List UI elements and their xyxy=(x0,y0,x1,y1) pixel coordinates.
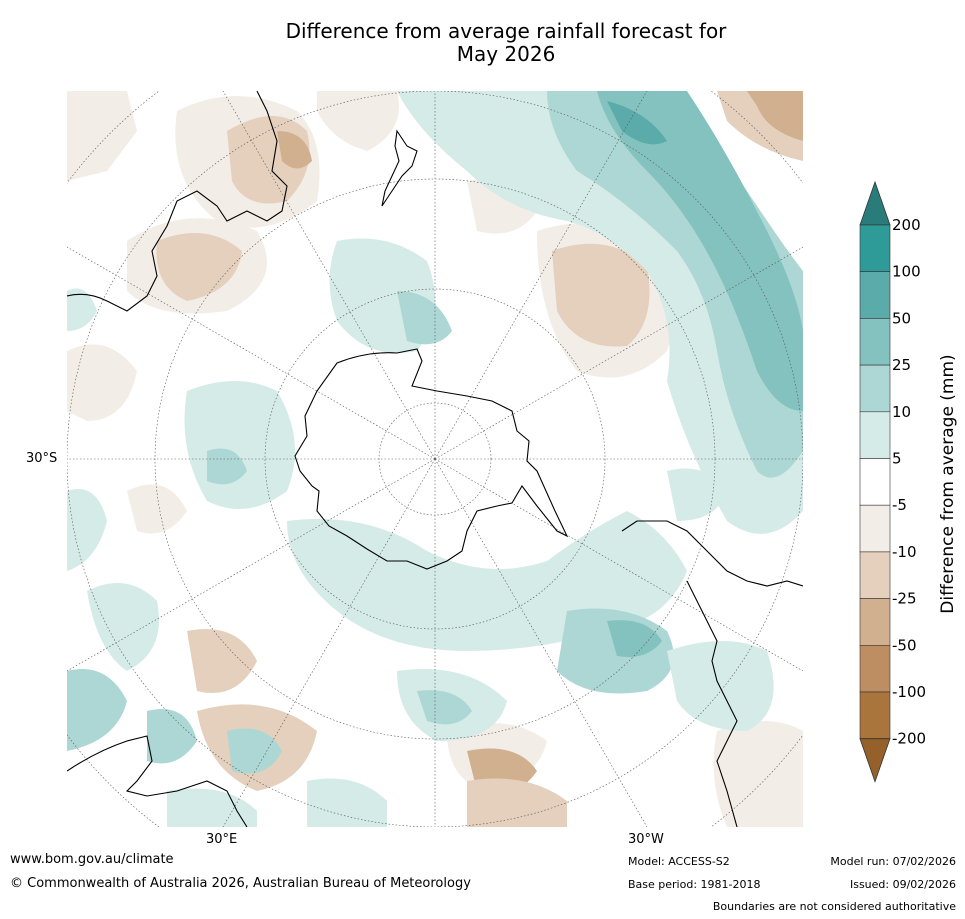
colorbar-extend-top xyxy=(859,180,891,226)
colorbar-swatch xyxy=(859,458,891,506)
australia-coastline xyxy=(67,91,288,312)
colorbar-tick-label: -50 xyxy=(892,636,917,654)
antarctica-coastline xyxy=(294,348,569,570)
title-line-1: Difference from average rainfall forecas… xyxy=(285,19,727,43)
colorbar-tick-label: 10 xyxy=(892,403,911,421)
colorbar-tick-label: -200 xyxy=(892,730,926,748)
footer-url: www.bom.gov.au/climate xyxy=(10,852,174,867)
colorbar-extend-bottom xyxy=(859,738,891,783)
colorbar-swatch xyxy=(859,224,891,273)
colorbar-swatch xyxy=(859,504,891,553)
colorbar-tick-label: -5 xyxy=(892,496,907,514)
colorbar-swatch xyxy=(859,644,891,693)
colorbar-tick-labels: 200 100 50 25 10 5 -5 -10 -25 -50 -100 -200 xyxy=(892,216,926,748)
africa-coastline xyxy=(67,735,248,827)
colorbar-tick-label: 100 xyxy=(892,263,921,281)
wet-anomaly-areas xyxy=(67,91,803,827)
colorbar-swatch xyxy=(859,551,891,599)
colorbar-swatch xyxy=(859,598,891,646)
colorbar-tick-label: 25 xyxy=(892,356,911,374)
south-america-coastline xyxy=(621,520,803,827)
colorbar-tick-label: 5 xyxy=(892,450,902,468)
lon-label-30e: 30°E xyxy=(206,832,238,847)
colorbar-swatch xyxy=(859,411,891,459)
title-line-2: May 2026 xyxy=(456,42,556,66)
footer-disclaimer: Boundaries are not considered authoritat… xyxy=(712,900,956,913)
colorbar: 200 100 50 25 10 5 -5 -10 -25 -50 -100 -200 xyxy=(859,180,926,783)
chart-title: Difference from average rainfall forecas… xyxy=(200,20,812,66)
footer-issued: Issued: 09/02/2026 xyxy=(849,878,956,891)
colorbar-swatch xyxy=(859,364,891,413)
colorbar-tick-label: -100 xyxy=(892,683,926,701)
colorbar-tick-label: -25 xyxy=(892,590,917,608)
colorbar-swatch xyxy=(859,691,891,740)
colorbar-swatch xyxy=(859,271,891,319)
colorbar-tick-label: -10 xyxy=(892,543,917,561)
footer-copyright: © Commonwealth of Australia 2026, Austra… xyxy=(10,876,471,891)
lon-label-30w: 30°W xyxy=(628,832,664,847)
lat-label-30s: 30°S xyxy=(26,451,58,466)
footer-model: Model: ACCESS-S2 xyxy=(628,855,730,868)
footer-model-run: Model run: 07/02/2026 xyxy=(830,855,956,868)
colorbar-tick-label: 200 xyxy=(892,216,921,234)
graticule xyxy=(67,91,803,827)
colorbar-swatch xyxy=(859,318,891,366)
rainfall-map xyxy=(67,91,803,827)
colorbar-tick-label: 50 xyxy=(892,309,911,327)
footer-base-period: Base period: 1981-2018 xyxy=(628,878,761,891)
new-zealand-coastline xyxy=(381,129,418,207)
coastlines xyxy=(67,91,803,827)
map-canvas xyxy=(67,91,803,827)
colorbar-title: Difference from average (mm) xyxy=(938,354,958,614)
colorbar-swatches xyxy=(859,180,891,783)
